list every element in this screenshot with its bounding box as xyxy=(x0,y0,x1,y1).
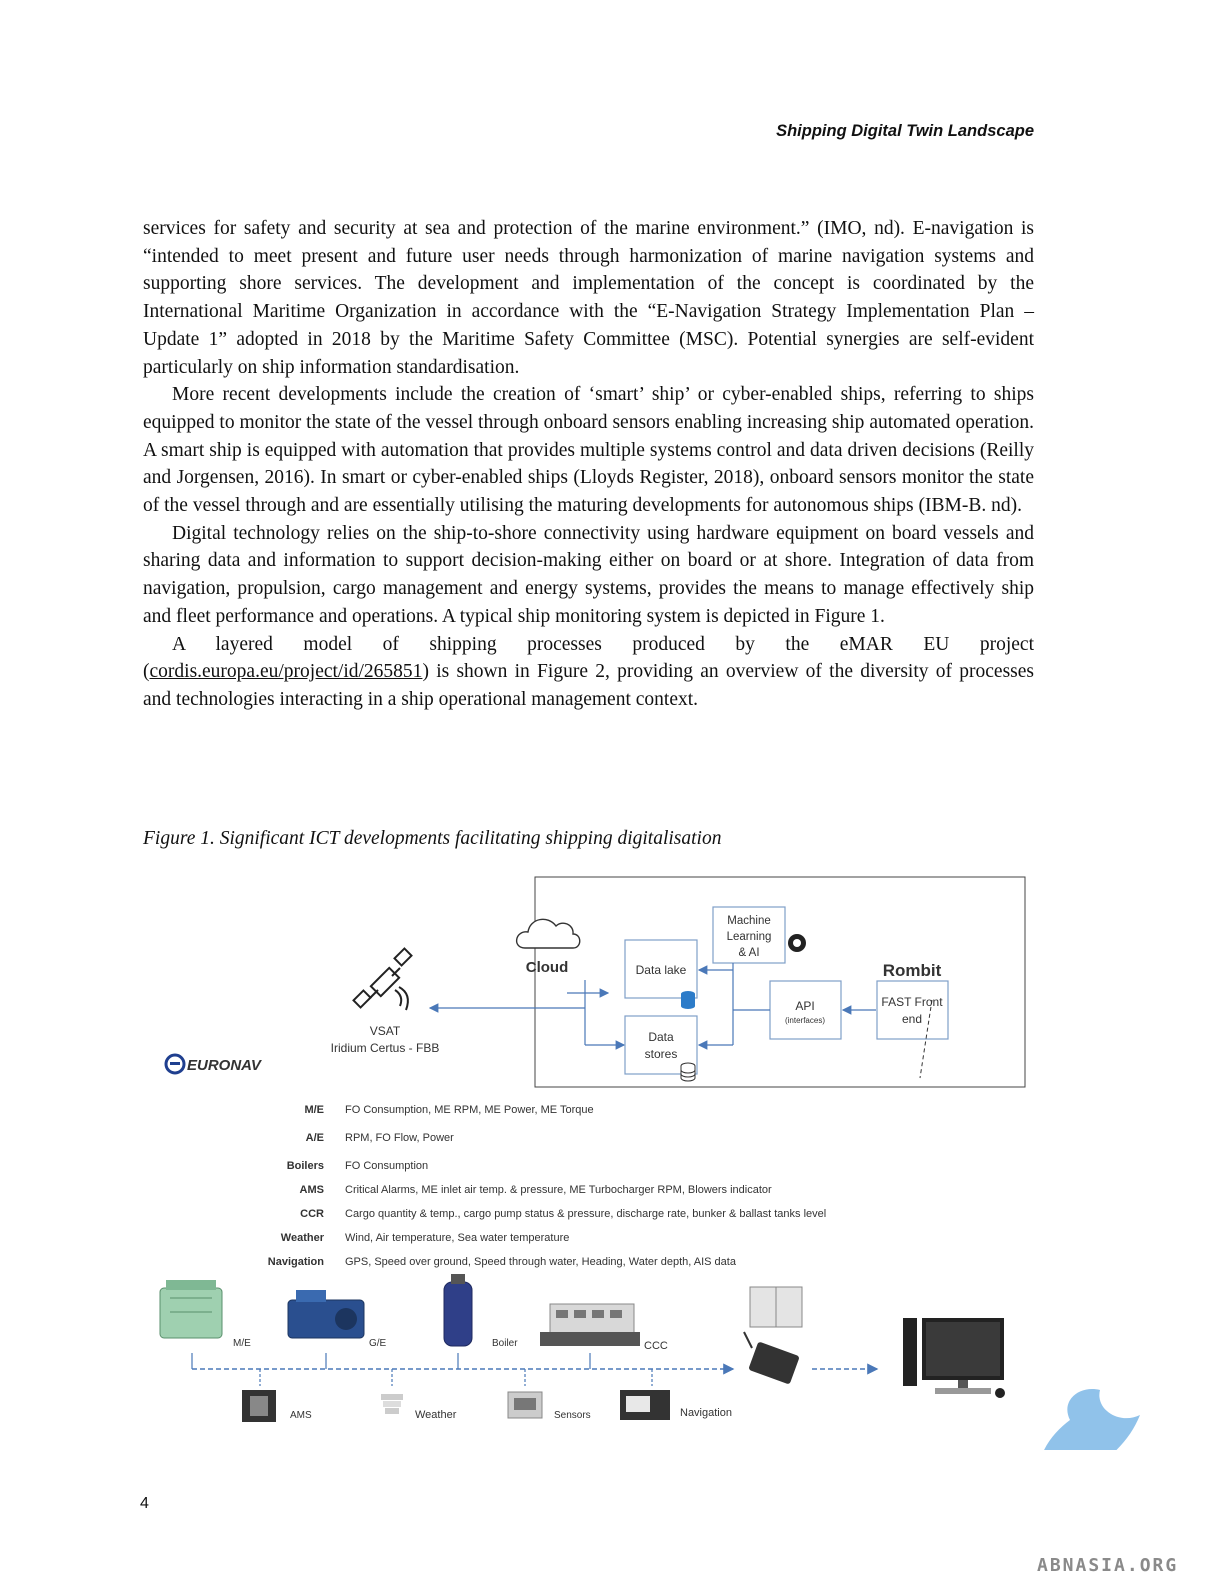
cloud-icon xyxy=(516,918,581,949)
svg-text:EURONAV: EURONAV xyxy=(187,1057,263,1074)
weather-equipment-label: Weather xyxy=(415,1409,457,1421)
sensors-icon xyxy=(507,1391,543,1419)
database-icon xyxy=(680,1062,696,1082)
data-label-ccr: CCR xyxy=(300,1208,324,1220)
fast-front-end-box xyxy=(876,980,949,1040)
navigation-equipment-label: Navigation xyxy=(680,1407,732,1419)
api-sub-label: (interfaces) xyxy=(785,1016,825,1025)
ml-line-3: & AI xyxy=(738,947,759,959)
data-value-boilers: FO Consumption xyxy=(345,1160,428,1172)
shore-workstation-icon xyxy=(903,1318,1005,1398)
data-label-ams: AMS xyxy=(300,1184,324,1196)
ams-icon xyxy=(242,1390,276,1422)
ai-brain-icon xyxy=(788,934,806,952)
body-text: services for safety and security at sea … xyxy=(143,215,1034,714)
paragraph-3: Digital technology relies on the ship-to… xyxy=(143,522,1034,627)
navigation-unit-icon xyxy=(620,1390,670,1420)
figure-1-diagram: Cloud VSAT Iridium Certus - FBB EURONAV … xyxy=(159,876,1140,1450)
data-label-me: M/E xyxy=(304,1104,324,1116)
ams-equipment-label: AMS xyxy=(290,1410,312,1421)
data-value-weather: Wind, Air temperature, Sea water tempera… xyxy=(345,1232,569,1244)
ml-line-2: Learning xyxy=(727,931,772,943)
data-value-me: FO Consumption, ME RPM, ME Power, ME Tor… xyxy=(345,1104,594,1116)
api-label: API xyxy=(795,999,814,1013)
data-label-navigation: Navigation xyxy=(268,1256,325,1268)
cloud-label: Cloud xyxy=(526,959,569,976)
machine-learning-box xyxy=(712,906,786,964)
me-equipment-label: M/E xyxy=(233,1338,251,1349)
paragraph-4-end: ) is shown in Figure 2, providing an ove… xyxy=(143,661,1034,710)
data-list: M/E FO Consumption, ME RPM, ME Power, ME… xyxy=(268,1104,826,1268)
paragraph-4: A layered model of shipping processes pr… xyxy=(143,631,1034,714)
main-engine-icon xyxy=(159,1280,223,1339)
vsat-sub-label: Iridium Certus - FBB xyxy=(331,1041,440,1055)
ge-equipment-label: G/E xyxy=(369,1338,387,1349)
data-label-weather: Weather xyxy=(281,1232,325,1244)
euronav-logo: EURONAV xyxy=(164,1053,263,1075)
fast-line-2: end xyxy=(902,1012,922,1026)
satellite-icon xyxy=(352,947,413,1011)
ccc-equipment-label: CCC xyxy=(644,1340,668,1352)
data-value-ae: RPM, FO Flow, Power xyxy=(345,1132,454,1144)
cloud-platform-frame xyxy=(534,876,1026,1088)
sensors-equipment-label: Sensors xyxy=(554,1410,591,1421)
generator-icon xyxy=(287,1290,365,1339)
watermark-text: ABNASIA.ORG xyxy=(1037,1555,1179,1576)
paragraph-4-start: A layered model of shipping processes pr… xyxy=(143,633,1034,683)
rombit-logo: Rombit xyxy=(883,961,942,980)
data-value-navigation: GPS, Speed over ground, Speed through wa… xyxy=(345,1256,737,1268)
data-label-ae: A/E xyxy=(306,1132,324,1144)
data-label-boilers: Boilers xyxy=(287,1160,324,1172)
watermark-emblem-icon xyxy=(1044,1389,1140,1450)
paragraph-1: services for safety and security at sea … xyxy=(143,218,1034,378)
data-value-ams: Critical Alarms, ME inlet air temp. & pr… xyxy=(345,1184,772,1196)
boiler-equipment-label: Boiler xyxy=(492,1338,518,1349)
weather-sensor-icon xyxy=(381,1394,403,1414)
ml-line-1: Machine xyxy=(727,915,770,927)
api-box xyxy=(769,980,842,1040)
running-title: Shipping Digital Twin Landscape xyxy=(776,122,1034,140)
page-number: 4 xyxy=(140,1495,149,1512)
data-stores-line-2: stores xyxy=(645,1047,678,1061)
figure-caption: Figure 1. Significant ICT developments f… xyxy=(143,828,722,849)
control-cabinet-icon xyxy=(749,1286,803,1328)
vsat-terminal-icon xyxy=(743,1331,799,1384)
data-value-ccr: Cargo quantity & temp., cargo pump statu… xyxy=(345,1208,826,1220)
boiler-icon xyxy=(443,1274,473,1347)
frontend-dashed-link xyxy=(919,999,933,1079)
paragraph-2: More recent developments include the cre… xyxy=(143,384,1034,517)
data-lake-box xyxy=(624,939,698,999)
vsat-label: VSAT xyxy=(370,1024,401,1038)
cordis-link[interactable]: cordis.europa.eu/project/id/265851 xyxy=(149,661,423,683)
fast-line-1: FAST Front xyxy=(881,995,943,1009)
data-stores-line-1: Data xyxy=(648,1030,674,1044)
database-water-icon xyxy=(681,991,695,1009)
cargo-control-console-icon xyxy=(540,1303,640,1346)
data-lake-label: Data lake xyxy=(636,963,687,977)
